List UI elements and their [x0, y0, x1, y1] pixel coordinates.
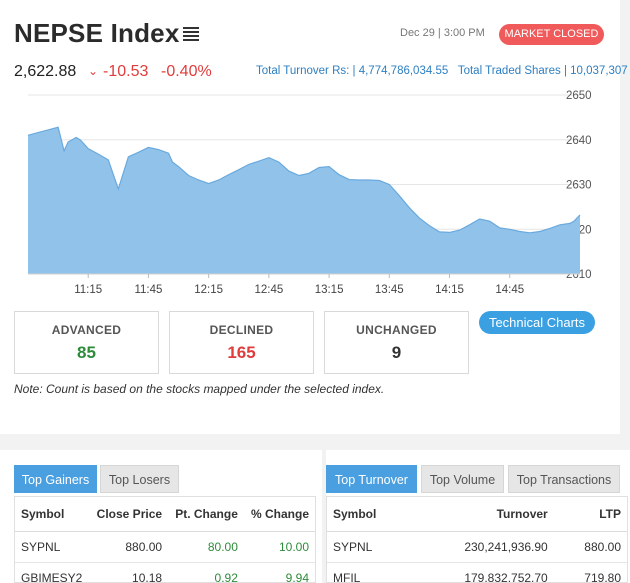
index-note: Note: Count is based on the stocks mappe…: [14, 382, 385, 396]
x-tick-label: 12:45: [254, 284, 283, 296]
column-header[interactable]: Symbol: [15, 497, 90, 532]
turnover-label: Total Turnover Rs: |: [256, 65, 359, 77]
cell-close-price: 880.00: [89, 531, 169, 563]
cell-symbol[interactable]: MFIL: [327, 562, 411, 582]
page-title: NEPSE Index: [14, 18, 180, 48]
column-header[interactable]: Close Price: [89, 497, 169, 532]
declined-value: 165: [227, 343, 256, 362]
declined-label: DECLINED: [209, 323, 274, 337]
index-chart[interactable]: 2650264026302620261011:1511:4512:1512:45…: [0, 88, 620, 300]
cell-ltp: 880.00: [553, 531, 627, 563]
y-tick-label: 2640: [566, 135, 592, 147]
y-tick-label: 2650: [566, 90, 592, 102]
cell-pt-change: 80.00: [168, 531, 244, 563]
x-tick-label: 14:15: [435, 284, 464, 296]
x-tick-label: 13:45: [375, 284, 404, 296]
cell-pct-change: 10.00: [243, 531, 315, 563]
table-header-row: Symbol Turnover LTP: [327, 497, 627, 532]
cell-pct-change: 9.94: [243, 562, 315, 582]
tab-top-turnover[interactable]: Top Turnover: [326, 465, 417, 493]
tab-top-gainers[interactable]: Top Gainers: [14, 465, 97, 493]
unchanged-label: UNCHANGED: [356, 323, 437, 337]
index-change-points: -10.53: [103, 63, 149, 80]
column-header[interactable]: % Change: [243, 497, 315, 532]
cell-close-price: 10.18: [89, 562, 169, 582]
index-area-chart[interactable]: 2650264026302620261011:1511:4512:1512:45…: [0, 88, 620, 300]
shares-value: 10,037,307: [570, 65, 628, 77]
market-datetime: Dec 29 | 3:00 PM: [400, 27, 485, 39]
cell-symbol[interactable]: SYPNL: [327, 531, 411, 563]
table-row[interactable]: SYPNL 230,241,936.90 880.00: [327, 531, 627, 563]
column-header[interactable]: Symbol: [327, 497, 411, 532]
table-row[interactable]: MFIL 179,832,752.70 719.80: [327, 562, 627, 582]
turnover-value: 4,774,786,034.55: [358, 65, 449, 77]
index-area: [28, 127, 580, 274]
gainers-table: Symbol Close Price Pt. Change % Change S…: [15, 497, 315, 582]
x-tick-label: 11:15: [74, 284, 102, 296]
index-value: 2,622.88: [14, 63, 77, 80]
turnover-table-wrap: Symbol Turnover LTP SYPNL 230,241,936.90…: [326, 496, 628, 583]
cell-turnover: 230,241,936.90: [410, 531, 554, 563]
menu-icon[interactable]: [183, 27, 199, 41]
unchanged-box: UNCHANGED 9: [324, 311, 469, 374]
advanced-box: ADVANCED 85: [14, 311, 159, 374]
x-tick-label: 11:45: [134, 284, 162, 296]
column-header[interactable]: Turnover: [410, 497, 554, 532]
y-tick-label: 2630: [566, 180, 592, 192]
x-tick-label: 14:45: [495, 284, 524, 296]
turnover-table: Symbol Turnover LTP SYPNL 230,241,936.90…: [327, 497, 627, 582]
technical-charts-button[interactable]: Technical Charts: [479, 311, 595, 334]
table-row[interactable]: GBIMESY2 10.18 0.92 9.94: [15, 562, 315, 582]
tab-top-losers[interactable]: Top Losers: [100, 465, 179, 493]
cell-turnover: 179,832,752.70: [410, 562, 554, 582]
tab-top-volume[interactable]: Top Volume: [421, 465, 504, 493]
x-tick-label: 13:15: [315, 284, 344, 296]
gainers-table-wrap: Symbol Close Price Pt. Change % Change S…: [14, 496, 316, 583]
table-row[interactable]: SYPNL 880.00 80.00 10.00: [15, 531, 315, 563]
table-header-row: Symbol Close Price Pt. Change % Change: [15, 497, 315, 532]
cell-pt-change: 0.92: [168, 562, 244, 582]
cell-symbol[interactable]: SYPNL: [15, 531, 90, 563]
shares-label: Total Traded Shares |: [457, 65, 571, 77]
advanced-value: 85: [77, 343, 96, 362]
chevron-down-icon: ⌄: [88, 64, 99, 78]
column-header[interactable]: Pt. Change: [168, 497, 244, 532]
x-tick-label: 12:15: [194, 284, 223, 296]
unchanged-value: 9: [391, 343, 402, 362]
cell-symbol[interactable]: GBIMESY2: [15, 562, 90, 582]
market-status-badge: MARKET CLOSED: [499, 24, 604, 45]
tab-top-transactions[interactable]: Top Transactions: [508, 465, 620, 493]
cell-ltp: 719.80: [553, 562, 627, 582]
turnover-summary: Total Turnover Rs: | 4,774,786,034.55 To…: [256, 65, 628, 77]
index-line: [27, 126, 581, 234]
column-header[interactable]: LTP: [553, 497, 627, 532]
advanced-label: ADVANCED: [51, 323, 122, 337]
index-change-percent: -0.40%: [161, 63, 212, 80]
declined-box: DECLINED 165: [169, 311, 314, 374]
